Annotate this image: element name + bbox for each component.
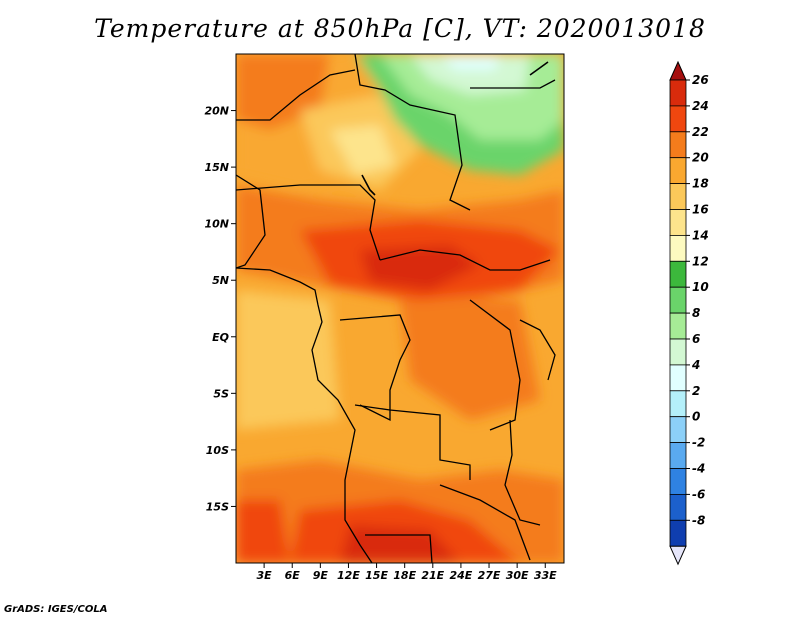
colorbar-segment: [669, 312, 687, 340]
field-ne-6: [410, 54, 530, 95]
border-congo-drc: [339, 314, 411, 422]
colorbar-segment: [669, 234, 687, 262]
x-tick-label: 33E: [534, 569, 557, 582]
coastline-lake-malawi: [504, 419, 541, 526]
border-niger-nigeria: [236, 184, 381, 261]
border-mali-niger: [236, 69, 356, 121]
temperature-field: [236, 54, 564, 563]
field-congo-22: [400, 300, 540, 420]
colorbar-top-arrow: [669, 60, 687, 81]
colorbar-label: 2: [692, 384, 700, 398]
border-namibia-botswana: [365, 534, 433, 563]
coastline-west: [236, 174, 266, 269]
colorbar-segment: [669, 468, 687, 495]
colorbar-bottom-arrow: [669, 545, 687, 566]
border-car-south-sudan: [379, 249, 551, 271]
colorbar-segment: [669, 105, 687, 133]
field-ne-4: [440, 54, 500, 70]
colorbar-segment: [669, 390, 687, 418]
colorbar-segment: [669, 131, 687, 159]
border-drc-east: [469, 299, 521, 431]
x-tick-label: 27E: [478, 569, 501, 582]
border-angola-zambia: [354, 404, 471, 480]
colorbar-segment: [669, 364, 687, 392]
y-axis: 20N 15N 10N 5N EQ 5S 10S 15S: [204, 105, 236, 513]
colorbar-segment: [669, 493, 687, 521]
x-axis: 3E 6E 9E 12E 15E 18E 21E 24E 27E 30E 33E: [257, 563, 557, 582]
x-tick-label: 9E: [313, 569, 329, 582]
colorbar-label: -2: [692, 436, 705, 450]
colorbar-label: 16: [692, 203, 709, 217]
x-tick-label: 15E: [365, 569, 388, 582]
colorbar-segment: [669, 157, 687, 184]
colorbar-label: 18: [692, 177, 709, 191]
y-tick-label: 10N: [204, 218, 229, 231]
colorbar-label: 20: [692, 151, 709, 165]
coastline-central-west: [236, 267, 373, 563]
x-tick-label: 12E: [337, 569, 360, 582]
colorbar-segment: [669, 260, 687, 288]
colorbar-label: -6: [692, 487, 705, 501]
colorbar-segment: [669, 209, 687, 236]
colorbar-segment: [669, 416, 687, 444]
field-chad-14: [330, 125, 395, 175]
field-band-26: [360, 245, 480, 290]
colorbar-label: 8: [692, 306, 700, 320]
colorbar-label: 24: [692, 99, 709, 113]
field-sw-24: [236, 500, 290, 563]
y-tick-label: EQ: [212, 331, 229, 344]
red-sea-coast: [529, 61, 549, 76]
coastline-lake-victoria: [519, 319, 556, 381]
colorbar-label: 22: [692, 125, 709, 139]
y-tick-label: 15S: [206, 500, 229, 513]
colorbar-label: 12: [692, 254, 709, 268]
colorbar-label: 10: [692, 280, 709, 294]
y-tick-label: 5N: [212, 274, 229, 287]
y-tick-label: 5S: [213, 387, 229, 400]
chart-title: Temperature at 850hPa [C], VT: 202001301…: [94, 14, 706, 43]
colorbar-segment: [669, 442, 687, 469]
map-frame: [235, 53, 565, 564]
coastlines-borders: [236, 54, 556, 563]
field-gabon-16: [236, 290, 340, 430]
y-tick-label: 10S: [206, 444, 229, 457]
colorbar-label: 0: [692, 410, 700, 424]
colorbar-label: -8: [692, 513, 705, 527]
y-tick-label: 15N: [204, 161, 229, 174]
x-tick-label: 21E: [421, 569, 444, 582]
lake-chad: [361, 174, 376, 196]
colorbar-segment: [669, 286, 687, 314]
colorbar-label: 4: [691, 358, 700, 372]
x-tick-label: 24E: [450, 569, 473, 582]
colorbar-label: 6: [692, 332, 700, 346]
x-tick-label: 18E: [393, 569, 416, 582]
x-tick-label: 3E: [257, 569, 273, 582]
colorbar-segment: [669, 183, 687, 210]
colorbar-segment: [669, 519, 687, 547]
colorbar-label: -4: [692, 462, 705, 476]
footer-credit: GrADS: IGES/COLA: [4, 604, 108, 615]
colorbar-segment: [669, 79, 687, 107]
colorbar-segment: [669, 338, 687, 366]
border-egypt-sudan: [470, 79, 556, 89]
border-libya-chad-sudan: [354, 54, 471, 211]
border-zambia-zimbabwe: [439, 484, 531, 561]
x-tick-label: 6E: [285, 569, 301, 582]
colorbar-label: 14: [692, 228, 709, 242]
y-tick-label: 20N: [204, 105, 229, 118]
x-tick-label: 30E: [506, 569, 529, 582]
colorbar-label: 26: [692, 73, 709, 87]
